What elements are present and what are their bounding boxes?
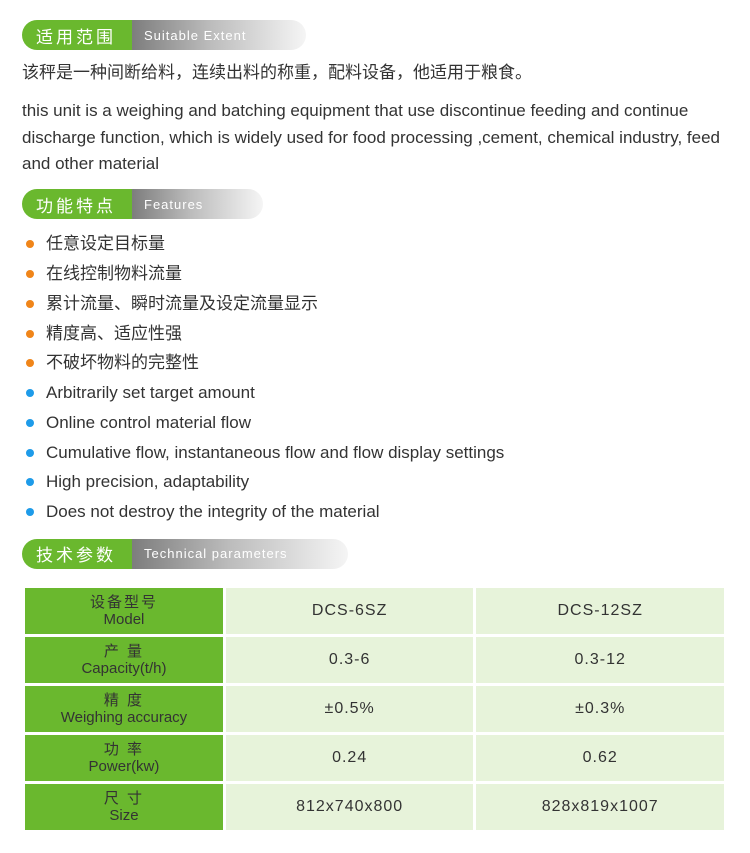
section-pill-extent: 适用范围 Suitable Extent [22,20,306,50]
table-row: 功 率 Power(kw) 0.24 0.62 [25,735,724,781]
spec-header-cell: 精 度 Weighing accuracy [25,686,223,732]
spec-label-en: Capacity(t/h) [25,660,223,677]
table-row: 产 量 Capacity(t/h) 0.3-6 0.3-12 [25,637,724,683]
spec-value-cell: ±0.5% [226,686,473,732]
feature-item-cn: 在线控制物料流量 [22,259,728,289]
spec-label-en: Size [25,807,223,824]
spec-label-cn: 精 度 [25,692,223,709]
spec-value-cell: 828x819x1007 [476,784,724,830]
feature-item-cn: 不破坏物料的完整性 [22,348,728,378]
spec-header-cell: 产 量 Capacity(t/h) [25,637,223,683]
pill-en-features: Features [132,189,263,219]
spec-label-en: Power(kw) [25,758,223,775]
table-row: 精 度 Weighing accuracy ±0.5% ±0.3% [25,686,724,732]
spec-value-cell: DCS-6SZ [226,588,473,634]
spec-value-cell: DCS-12SZ [476,588,724,634]
feature-item-en: Online control material flow [22,408,728,438]
feature-item-en: High precision, adaptability [22,467,728,497]
specs-table: 设备型号 Model DCS-6SZ DCS-12SZ 产 量 Capacity… [22,585,727,833]
spec-header-cell: 尺 寸 Size [25,784,223,830]
extent-desc-cn: 该秤是一种间断给料，连续出料的称重，配料设备，他适用于粮食。 [22,60,728,86]
spec-header-cell: 功 率 Power(kw) [25,735,223,781]
extent-desc-en: this unit is a weighing and batching equ… [22,98,728,177]
pill-cn-extent: 适用范围 [22,20,132,50]
feature-item-cn: 累计流量、瞬时流量及设定流量显示 [22,289,728,319]
pill-cn-features: 功能特点 [22,189,132,219]
spec-label-cn: 设备型号 [25,594,223,611]
feature-item-en: Cumulative flow, instantaneous flow and … [22,438,728,468]
spec-value-cell: 0.62 [476,735,724,781]
pill-en-specs: Technical parameters [132,539,348,569]
spec-label-cn: 尺 寸 [25,790,223,807]
spec-value-cell: 0.24 [226,735,473,781]
spec-value-cell: 812x740x800 [226,784,473,830]
pill-cn-specs: 技术参数 [22,539,132,569]
spec-label-cn: 产 量 [25,643,223,660]
section-pill-features: 功能特点 Features [22,189,263,219]
feature-item-en: Does not destroy the integrity of the ma… [22,497,728,527]
spec-header-cell: 设备型号 Model [25,588,223,634]
spec-label-cn: 功 率 [25,741,223,758]
features-list: 任意设定目标量 在线控制物料流量 累计流量、瞬时流量及设定流量显示 精度高、适应… [22,229,728,527]
table-row: 尺 寸 Size 812x740x800 828x819x1007 [25,784,724,830]
feature-item-cn: 精度高、适应性强 [22,319,728,349]
spec-label-en: Weighing accuracy [25,709,223,726]
feature-item-cn: 任意设定目标量 [22,229,728,259]
spec-label-en: Model [25,611,223,628]
table-row: 设备型号 Model DCS-6SZ DCS-12SZ [25,588,724,634]
spec-value-cell: 0.3-12 [476,637,724,683]
section-pill-specs: 技术参数 Technical parameters [22,539,348,569]
pill-en-extent: Suitable Extent [132,20,306,50]
spec-value-cell: 0.3-6 [226,637,473,683]
spec-value-cell: ±0.3% [476,686,724,732]
feature-item-en: Arbitrarily set target amount [22,378,728,408]
